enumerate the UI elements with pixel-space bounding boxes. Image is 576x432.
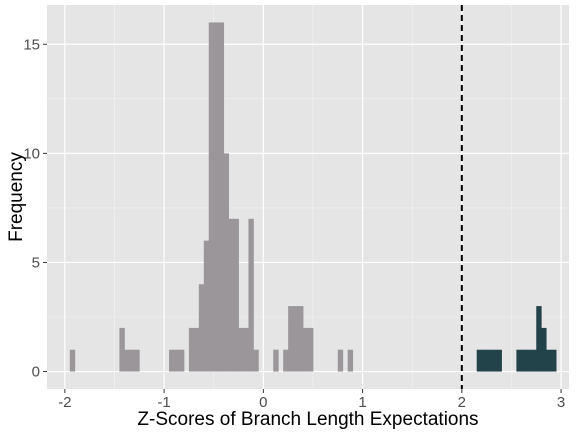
histogram-bar [546, 349, 552, 372]
histogram-bar [233, 218, 239, 372]
histogram-bar [516, 349, 522, 372]
histogram-bar [178, 349, 185, 372]
histogram-bar [248, 218, 254, 372]
histogram-bar [228, 218, 234, 372]
histogram-bar [303, 327, 309, 372]
y-tick-label: 10 [23, 145, 40, 162]
histogram-bar [536, 306, 542, 372]
histogram-bar [298, 306, 304, 372]
histogram-bar [347, 349, 354, 372]
histogram-bar [521, 349, 527, 372]
histogram-bar [283, 349, 289, 372]
x-tick-label: -2 [58, 394, 71, 411]
histogram-bar [188, 327, 195, 372]
histogram-bar [541, 327, 547, 372]
histogram-bar [174, 349, 180, 372]
histogram-bar [253, 349, 259, 372]
histogram-bar [476, 349, 483, 372]
x-axis-title: Z-Scores of Branch Length Expectations [137, 409, 478, 430]
y-tick-label: 0 [32, 364, 40, 381]
x-tick-label: -1 [157, 394, 170, 411]
histogram-bar [218, 22, 225, 372]
histogram-bar [496, 349, 502, 372]
histogram-bar [293, 306, 299, 372]
histogram-bar [119, 327, 125, 372]
y-tick-label: 15 [23, 36, 40, 53]
x-tick-label: 2 [458, 394, 466, 411]
y-axis: 0 5 10 15 [23, 36, 47, 381]
histogram-bar [69, 349, 76, 372]
plot-panel [47, 5, 569, 389]
histogram-bar [223, 153, 230, 372]
histogram-bar [551, 349, 557, 372]
histogram-bar [124, 349, 130, 372]
histogram-bar [203, 240, 210, 372]
histogram-bar [169, 349, 175, 372]
histogram-bar [288, 306, 294, 372]
histogram-bar [129, 349, 135, 372]
histogram-bar [213, 22, 220, 372]
y-tick-label: 5 [32, 254, 40, 271]
histogram-bar [208, 22, 215, 372]
histogram-bar [491, 349, 497, 372]
histogram-bar [134, 349, 140, 372]
y-axis-title: Frequency [6, 152, 27, 242]
x-tick-label: 0 [259, 394, 267, 411]
x-axis: -2 -1 0 1 2 3 [58, 389, 565, 411]
histogram-bar [243, 327, 249, 372]
histogram-bar [481, 349, 488, 372]
histogram-bars [69, 22, 557, 372]
histogram-bar [198, 284, 205, 372]
x-tick-label: 3 [557, 394, 565, 411]
histogram-bar [531, 349, 537, 372]
histogram-bar [337, 349, 344, 372]
histogram-bar [526, 349, 532, 372]
histogram-bar [238, 327, 244, 372]
histogram-bar [308, 327, 314, 372]
histogram-bar [193, 327, 200, 372]
x-tick-label: 1 [358, 394, 366, 411]
histogram-bar [486, 349, 492, 372]
histogram-bar [273, 349, 279, 372]
